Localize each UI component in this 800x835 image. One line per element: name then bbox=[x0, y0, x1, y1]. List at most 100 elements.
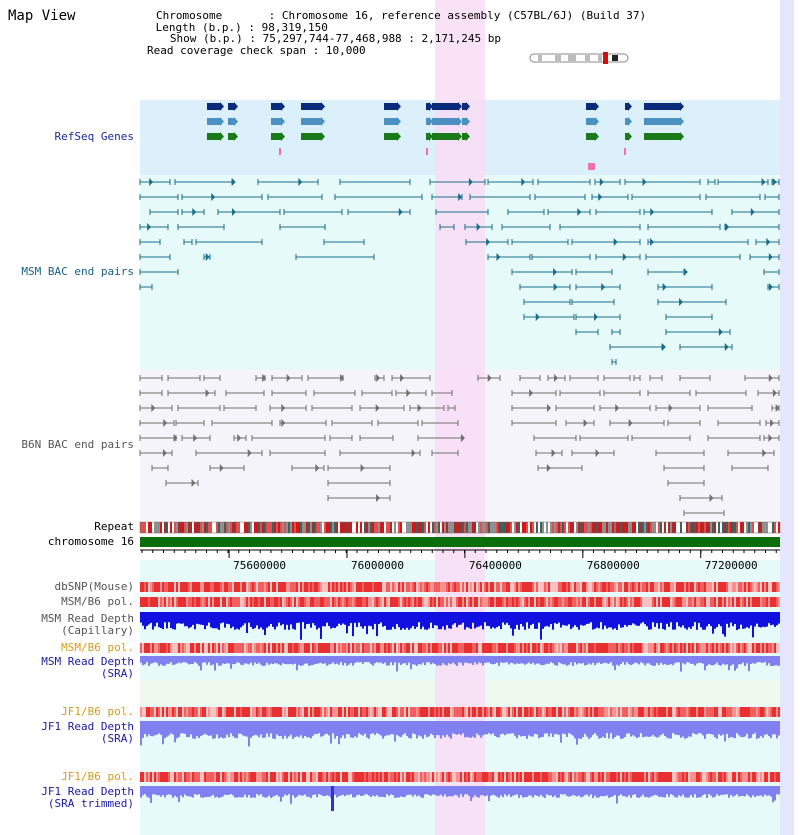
repeat-segment bbox=[754, 522, 756, 533]
msm-depth-sra-bar bbox=[618, 656, 620, 666]
jf1-pol-trim-segment bbox=[346, 772, 348, 782]
msm-pol-sra-segment bbox=[634, 643, 636, 653]
msm-depth-capillary-bar bbox=[620, 612, 622, 628]
msm-depth-capillary-bar bbox=[264, 612, 266, 635]
b6n-bac-pair-arrow bbox=[375, 404, 380, 412]
jf1-depth-bar bbox=[622, 721, 624, 739]
msm-depth-capillary-bar bbox=[206, 612, 208, 626]
jf1-depth-bar bbox=[614, 721, 616, 738]
jf1-pol-trim-segment bbox=[688, 772, 690, 782]
track-label-jf1-pol[interactable]: JF1/B6 pol. bbox=[61, 705, 134, 718]
msm-depth-sra-bar bbox=[542, 656, 544, 666]
jf1-depth-bar bbox=[316, 721, 318, 735]
jf1-depth-bar bbox=[556, 721, 558, 735]
dbsnp-segment bbox=[254, 582, 256, 592]
track-label-chromosome[interactable]: chromosome 16 bbox=[47, 535, 134, 548]
jf1-pol-trim-segment bbox=[584, 772, 586, 782]
track-label-refseq[interactable]: RefSeq Genes bbox=[54, 130, 134, 143]
repeat-segment bbox=[408, 522, 410, 533]
jf1-pol-trim-segment bbox=[380, 772, 382, 782]
jf1-depth-bar bbox=[680, 721, 682, 738]
msm-depth-sra-bar bbox=[676, 656, 678, 663]
msm-depth-capillary-bar bbox=[452, 612, 454, 625]
msm-pol-segment bbox=[252, 597, 254, 607]
jf1-depth-trim-bar bbox=[272, 786, 274, 797]
jf1-depth-trim-bar bbox=[322, 786, 324, 797]
msm-pol-sra-segment bbox=[772, 643, 774, 653]
jf1-depth-trim-bar bbox=[488, 786, 490, 802]
msm-depth-capillary-bar bbox=[380, 612, 382, 623]
msm-depth-capillary-bar bbox=[400, 612, 402, 630]
dbsnp-segment bbox=[750, 582, 752, 592]
jf1-pol-trim-segment bbox=[748, 772, 750, 782]
msm-depth-sra-bar bbox=[770, 656, 772, 666]
msm-depth-capillary-bar bbox=[444, 612, 446, 630]
jf1-pol-trim-segment bbox=[302, 772, 304, 782]
dbsnp-segment bbox=[160, 582, 162, 592]
msm-pol-sra-segment bbox=[246, 643, 248, 653]
dbsnp-segment bbox=[470, 582, 472, 592]
track-label-msm-pol[interactable]: MSM/B6 pol. bbox=[61, 595, 134, 608]
msm-pol-segment bbox=[758, 597, 760, 607]
dbsnp-segment bbox=[752, 582, 754, 592]
track-label-msm-pol-sra[interactable]: MSM/B6 pol. bbox=[61, 641, 134, 654]
b6n-bac-pair-arrow bbox=[247, 449, 252, 457]
track-label-b6n-bac[interactable]: B6N BAC end pairs bbox=[21, 438, 134, 451]
msm-depth-capillary-bar bbox=[416, 612, 418, 627]
msm-depth-capillary-bar bbox=[286, 612, 288, 625]
repeat-segment bbox=[750, 522, 752, 533]
repeat-segment bbox=[154, 522, 156, 533]
msm-pol-segment bbox=[480, 597, 482, 607]
msm-depth-sra-bar bbox=[612, 656, 614, 666]
track-label-repeat[interactable]: Repeat bbox=[94, 520, 134, 533]
jf1-depth-trim-bar bbox=[478, 786, 480, 798]
jf1-depth-trim-bar bbox=[724, 786, 726, 795]
jf1-depth-trim-bar bbox=[712, 786, 714, 798]
jf1-depth-trim-bar bbox=[318, 786, 320, 795]
msm-pol-sra-segment bbox=[398, 643, 400, 653]
track-label-msm-depth-capillary[interactable]: MSM Read Depth (Capillary) bbox=[41, 613, 134, 637]
jf1-pol-trim-segment bbox=[292, 772, 294, 782]
track-label-dbsnp[interactable]: dbSNP(Mouse) bbox=[54, 580, 134, 593]
jf1-depth-trim-bar bbox=[154, 786, 156, 795]
jf1-depth-bar bbox=[498, 721, 500, 738]
msm-depth-sra-bar bbox=[572, 656, 574, 666]
msm-depth-sra-bar bbox=[474, 656, 476, 663]
jf1-pol-segment bbox=[184, 707, 186, 717]
repeat-segment bbox=[592, 522, 594, 533]
jf1-pol-segment bbox=[406, 707, 408, 717]
jf1-pol-trim-segment bbox=[518, 772, 520, 782]
msm-pol-sra-segment bbox=[478, 643, 480, 653]
dbsnp-segment bbox=[702, 582, 704, 592]
repeat-segment bbox=[450, 522, 452, 533]
track-label-msm-bac[interactable]: MSM BAC end pairs bbox=[21, 265, 134, 278]
repeat-segment bbox=[196, 522, 198, 533]
jf1-depth-bar bbox=[184, 721, 186, 734]
dbsnp-segment bbox=[402, 582, 404, 592]
track-label-msm-depth-sra[interactable]: MSM Read Depth (SRA) bbox=[41, 656, 134, 680]
msm-depth-capillary-bar bbox=[328, 612, 330, 626]
msm-depth-sra-bar bbox=[556, 656, 558, 666]
repeat-segment bbox=[140, 522, 142, 533]
msm-bac-pair-arrow bbox=[613, 238, 618, 246]
dbsnp-segment bbox=[712, 582, 714, 592]
msm-depth-sra-bar bbox=[634, 656, 636, 663]
msm-depth-capillary-bar bbox=[476, 612, 478, 628]
jf1-pol-trim-segment bbox=[598, 772, 600, 782]
repeat-segment bbox=[298, 522, 300, 533]
jf1-depth-bar bbox=[562, 721, 564, 734]
b6n-bac-pair-arrow bbox=[595, 449, 600, 457]
msm-pol-segment bbox=[764, 597, 766, 607]
track-label-jf1-pol-trimmed[interactable]: JF1/B6 pol. bbox=[61, 770, 134, 783]
refseq-gene-arrow bbox=[281, 102, 285, 111]
msm-pol-segment bbox=[688, 597, 690, 607]
jf1-pol-segment bbox=[176, 707, 178, 717]
dbsnp-segment bbox=[624, 582, 626, 592]
jf1-pol-segment bbox=[602, 707, 604, 717]
track-label-jf1-depth-trimmed[interactable]: JF1 Read Depth (SRA trimmed) bbox=[41, 786, 134, 810]
msm-depth-sra-bar bbox=[430, 656, 432, 665]
jf1-depth-bar bbox=[260, 721, 262, 735]
msm-pol-sra-segment bbox=[310, 643, 312, 653]
track-label-jf1-depth[interactable]: JF1 Read Depth (SRA) bbox=[41, 721, 134, 745]
msm-bac-pair-arrow bbox=[725, 223, 730, 231]
